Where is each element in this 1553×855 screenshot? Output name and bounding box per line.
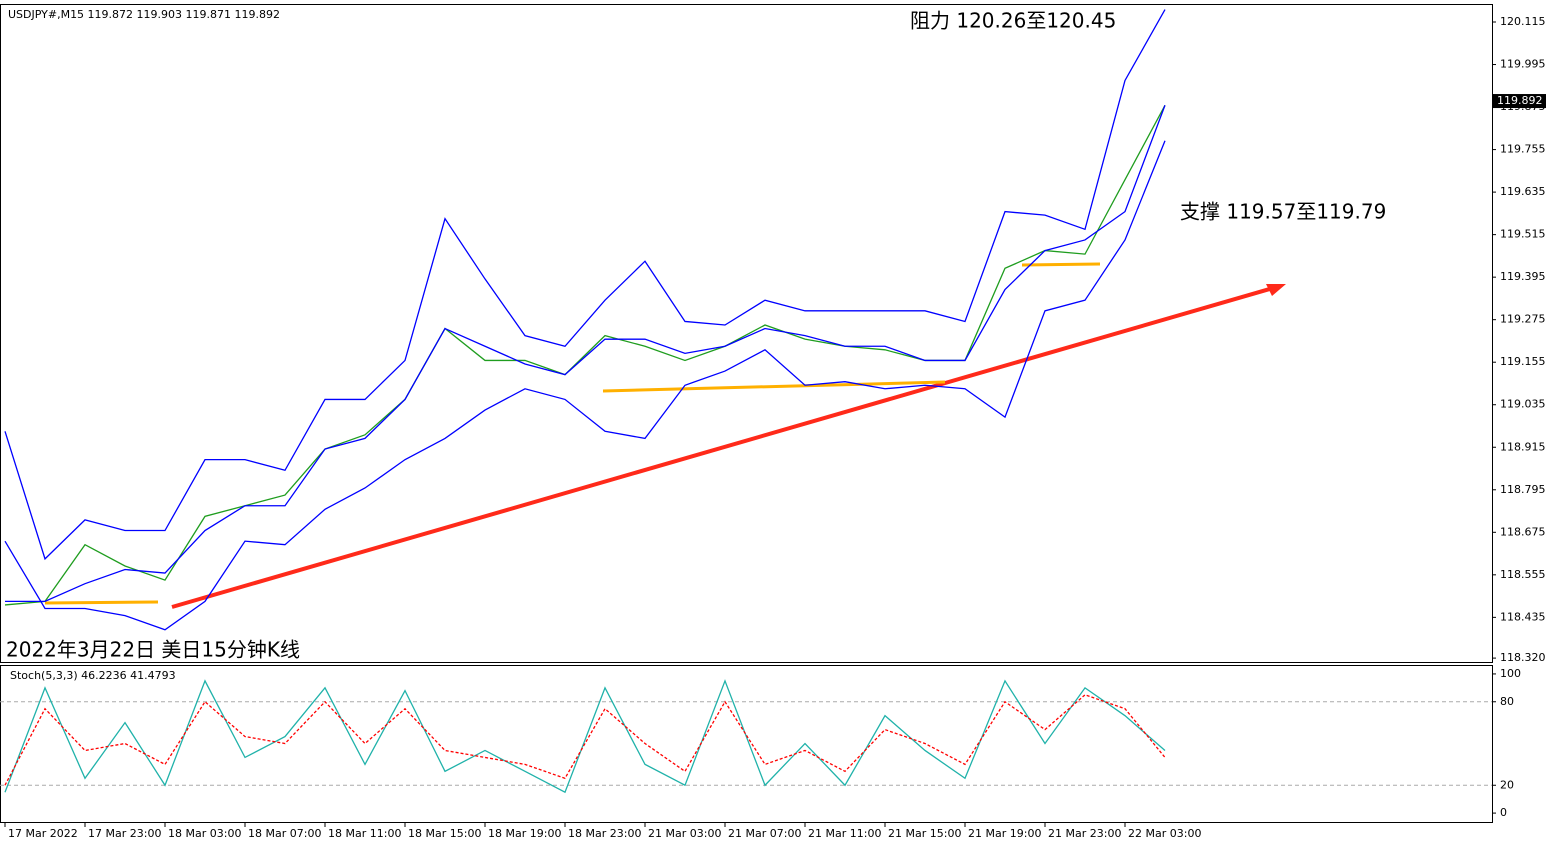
x-tick-label: 18 Mar 19:00	[488, 827, 561, 840]
x-tick-label: 18 Mar 03:00	[168, 827, 241, 840]
price-marker	[1493, 94, 1546, 109]
trend-line	[171, 284, 1281, 609]
stoch-header: Stoch(5,3,3) 46.2236 41.4793	[10, 669, 176, 682]
x-tick-label: 18 Mar 23:00	[568, 827, 641, 840]
series-line	[4, 9, 1166, 561]
y-tick-label: 100	[1500, 667, 1521, 680]
x-tick-label: 21 Mar 11:00	[808, 827, 881, 840]
price-label: 119.892	[1497, 94, 1543, 107]
x-tick-label: 21 Mar 23:00	[1048, 827, 1121, 840]
y-tick-label: 119.155	[1500, 355, 1546, 368]
series-line	[4, 104, 1166, 606]
x-tick-label: 18 Mar 07:00	[248, 827, 321, 840]
stoch-frame	[0, 665, 1493, 823]
support-line	[44, 600, 159, 605]
x-tick-label: 22 Mar 03:00	[1128, 827, 1201, 840]
y-tick-label: 119.995	[1500, 58, 1546, 71]
y-tick-label: 119.755	[1500, 143, 1546, 156]
x-tick-label: 21 Mar 03:00	[648, 827, 721, 840]
y-tick-label: 120.115	[1500, 15, 1546, 28]
main-frame	[0, 4, 1493, 663]
resistance-note: 阻力 120.26至120.45	[910, 9, 1116, 33]
x-tick-label: 21 Mar 15:00	[888, 827, 961, 840]
y-tick-label: 118.795	[1500, 483, 1546, 496]
x-tick-label: 21 Mar 07:00	[728, 827, 801, 840]
y-tick-label: 119.635	[1500, 185, 1546, 198]
y-tick-label: 20	[1500, 778, 1514, 791]
support-line	[602, 380, 946, 393]
y-tick-label: 119.035	[1500, 398, 1546, 411]
support-line	[1021, 262, 1101, 267]
chart-caption: 2022年3月22日 美日15分钟K线	[6, 638, 300, 662]
x-tick-label: 21 Mar 19:00	[968, 827, 1041, 840]
x-tick-label: 17 Mar 23:00	[88, 827, 161, 840]
y-tick-label: 119.515	[1500, 228, 1546, 241]
y-tick-label: 119.395	[1500, 270, 1546, 283]
series-line	[4, 140, 1166, 631]
series-line	[5, 105, 1166, 603]
series-line	[4, 694, 1166, 786]
y-tick-label: 118.675	[1500, 525, 1546, 538]
arrow-head	[1266, 284, 1286, 296]
y-tick-label: 118.320	[1500, 651, 1546, 664]
y-tick-label: 118.435	[1500, 610, 1546, 623]
series-line	[4, 679, 1166, 794]
support-note: 支撑 119.57至119.79	[1180, 200, 1386, 224]
y-tick-label: 119.275	[1500, 313, 1546, 326]
x-tick-label: 17 Mar 2022	[8, 827, 78, 840]
symbol-header: USDJPY#,M15 119.872 119.903 119.871 119.…	[8, 8, 280, 21]
y-tick-label: 118.915	[1500, 440, 1546, 453]
y-tick-label: 118.555	[1500, 568, 1546, 581]
x-tick-label: 18 Mar 15:00	[408, 827, 481, 840]
y-tick-label: 80	[1500, 695, 1514, 708]
y-tick-label: 0	[1500, 806, 1507, 819]
x-tick-label: 18 Mar 11:00	[328, 827, 401, 840]
plot-layer: 17 Mar 2022 17 Mar 23:00 18 Mar 03:00 18 Ma…	[0, 9, 1546, 840]
